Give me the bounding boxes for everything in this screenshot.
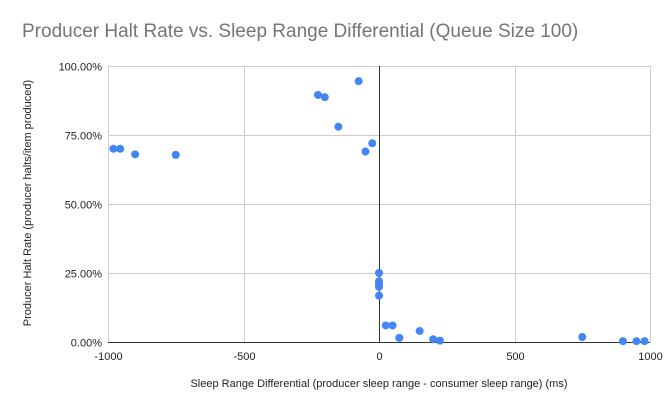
data-point [354,77,363,86]
data-point [171,150,180,159]
y-tick-label: 25.00% [65,269,103,281]
x-tick-label: 500 [506,351,524,363]
data-point [334,122,343,131]
data-point [361,147,370,156]
data-point [375,291,383,300]
data-point [314,90,323,99]
data-point [435,336,444,345]
data-point [640,337,649,346]
y-axis-label: Producer Halt Rate (producer halts/item … [22,79,34,327]
y-tick-label: 50.00% [65,200,103,212]
data-point [618,337,627,346]
x-axis-label: Sleep Range Differential (producer sleep… [190,378,568,390]
data-point [131,150,140,159]
tick-labels: 0.00% 25.00% 50.00% 75.00% 100.00% -1000 -500 0… [59,62,663,364]
data-point [381,321,390,330]
data-point [116,144,125,153]
x-tick-label: 0 [376,351,382,363]
x-tick-label: -1000 [94,351,122,363]
data-point [109,144,118,153]
x-tick-label: 1000 [638,351,662,363]
data-point [395,333,404,342]
y-tick-label: 75.00% [65,131,103,143]
data-point [320,93,329,102]
data-point [632,337,641,346]
data-point [375,269,383,277]
y-tick-label: 0.00% [71,338,102,350]
data-point [388,321,397,330]
data-point [375,282,383,291]
data-point [578,333,587,342]
x-tick-label: -500 [233,351,255,363]
chart-title: Producer Halt Rate vs. Sleep Range Diffe… [22,21,579,42]
data-point [368,139,377,148]
data-points [109,77,649,346]
data-point [429,335,438,344]
data-point [415,326,424,335]
y-tick-label: 100.00% [59,62,103,74]
